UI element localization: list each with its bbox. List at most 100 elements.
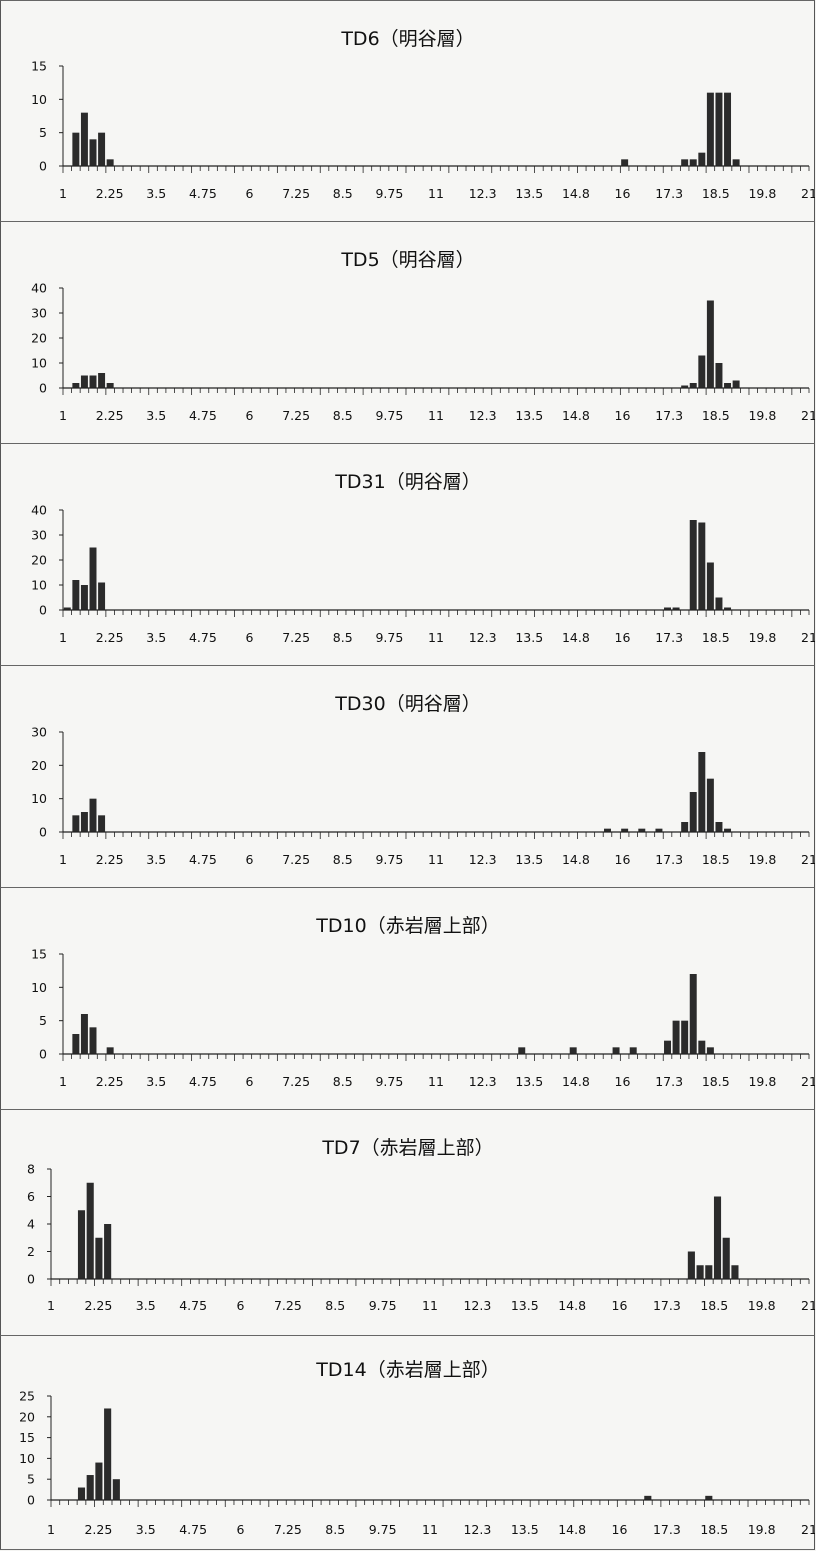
histogram-bar [705, 1265, 713, 1279]
x-tick-label: 18.5 [702, 630, 730, 645]
chart-title: TD6（明谷層） [340, 28, 474, 50]
histogram-chart-7: TD14（赤岩層上部） 0 5 10 15 20 25 1 2.25 3.5 4.75 6 7.25 8.… [19, 1359, 815, 1537]
x-tick-label: 3.5 [136, 1522, 156, 1537]
x-tick-label: 2.25 [96, 1074, 124, 1089]
histogram-bar [604, 828, 611, 832]
histogram-bar [72, 815, 80, 832]
histogram-bar [689, 520, 697, 610]
histogram-bar [86, 1475, 94, 1500]
x-tick-label: 14.8 [558, 1298, 586, 1313]
histogram-bar [104, 1224, 112, 1279]
histogram-bar [95, 1237, 103, 1279]
histogram-panel-1: TD6（明谷層） 0 5 10 15 1 2.25 3.5 4.75 6 7.25 8.5 9.75 11… [0, 0, 815, 222]
histogram-bar [698, 355, 706, 388]
histogram-bar [689, 383, 697, 388]
x-tick-label: 18.5 [702, 186, 730, 201]
x-tick-label: 11 [428, 852, 444, 867]
x-tick-label: 4.75 [179, 1298, 207, 1313]
x-tick-label: 4.75 [189, 852, 217, 867]
y-tick-label: 0 [39, 159, 47, 174]
y-tick-label: 20 [31, 553, 47, 568]
histogram-bar [681, 1020, 689, 1054]
x-tick-label: 17.3 [653, 1522, 681, 1537]
x-tick-label: 12.3 [469, 630, 497, 645]
y-tick-label: 20 [31, 331, 47, 346]
x-tick-label: 3.5 [146, 186, 166, 201]
x-tick-label: 6 [246, 186, 254, 201]
x-tick-label: 8.5 [333, 186, 353, 201]
x-tick-label: 16 [615, 186, 631, 201]
x-tick-label: 1 [47, 1522, 55, 1537]
y-tick-label: 0 [39, 825, 47, 840]
y-tick-label: 0 [39, 1047, 47, 1062]
x-tick-label: 9.75 [375, 408, 403, 423]
histogram-bar [77, 1210, 86, 1279]
x-tick-label: 4.75 [189, 630, 217, 645]
histogram-bar [80, 375, 88, 388]
x-tick-label: 9.75 [375, 186, 403, 201]
x-tick-label: 19.8 [748, 1522, 776, 1537]
histogram-bar [687, 1251, 695, 1279]
histogram-bar [569, 1047, 577, 1054]
x-tick-label: 2.25 [96, 852, 124, 867]
x-tick-label: 17.3 [655, 852, 683, 867]
histogram-bar [80, 112, 88, 166]
x-tick-label: 14.8 [558, 1522, 586, 1537]
x-tick-label: 21 [801, 852, 815, 867]
x-tick-label: 13.5 [511, 1522, 539, 1537]
x-tick-label: 21 [801, 630, 815, 645]
x-tick-label: 13.5 [515, 1074, 543, 1089]
x-tick-label: 8.5 [325, 1522, 345, 1537]
chart-title: TD10（赤岩層上部） [315, 915, 499, 937]
x-tick-label: 6 [246, 630, 254, 645]
y-tick-label: 10 [31, 356, 47, 371]
histogram-bar [698, 522, 706, 610]
x-tick-label: 1 [59, 630, 67, 645]
x-tick-label: 17.3 [655, 1074, 683, 1089]
x-tick-label: 21 [801, 408, 815, 423]
chart-title: TD5（明谷層） [340, 249, 474, 271]
histogram-bar [89, 547, 97, 610]
x-tick-label: 16 [615, 630, 631, 645]
x-tick-label: 7.25 [282, 186, 310, 201]
x-tick-label: 4.75 [189, 1074, 217, 1089]
chart-title: TD30（明谷層） [334, 693, 480, 715]
y-tick-label: 8 [27, 1162, 35, 1177]
histogram-bar [715, 363, 723, 388]
x-tick-label: 19.8 [748, 1074, 776, 1089]
histogram-chart-1: TD6（明谷層） 0 5 10 15 1 2.25 3.5 4.75 6 7.25 8.5 9.75 11… [31, 28, 815, 201]
y-tick-label: 5 [27, 1472, 35, 1487]
histogram-bar [86, 1182, 94, 1279]
x-tick-label: 19.8 [748, 852, 776, 867]
x-tick-label: 18.5 [702, 852, 730, 867]
y-tick-label: 5 [39, 1013, 47, 1028]
histogram-bar [681, 159, 689, 166]
x-tick-label: 14.8 [562, 408, 590, 423]
histogram-bar [104, 1408, 112, 1500]
x-tick-label: 18.5 [702, 408, 730, 423]
histogram-bar [724, 92, 732, 166]
histogram-bar [722, 1237, 730, 1279]
x-tick-label: 3.5 [146, 630, 166, 645]
histogram-bar [715, 822, 723, 832]
x-tick-label: 7.25 [282, 630, 310, 645]
x-tick-label: 2.25 [96, 630, 124, 645]
x-tick-label: 8.5 [333, 852, 353, 867]
x-tick-label: 8.5 [333, 408, 353, 423]
histogram-bar [706, 1047, 714, 1054]
y-tick-label: 10 [19, 1451, 35, 1466]
x-tick-label: 14.8 [562, 186, 590, 201]
x-tick-label: 19.8 [748, 408, 776, 423]
histogram-bar [89, 798, 97, 832]
histogram-bar [98, 815, 106, 832]
y-tick-label: 2 [27, 1244, 35, 1259]
x-tick-label: 3.5 [146, 852, 166, 867]
x-tick-label: 16 [612, 1522, 628, 1537]
histogram-bar [698, 752, 706, 832]
x-tick-label: 18.5 [702, 1074, 730, 1089]
histogram-bar [689, 792, 697, 832]
x-tick-label: 6 [246, 408, 254, 423]
y-tick-label: 30 [31, 306, 47, 321]
x-tick-label: 19.8 [748, 186, 776, 201]
x-tick-label: 3.5 [146, 408, 166, 423]
